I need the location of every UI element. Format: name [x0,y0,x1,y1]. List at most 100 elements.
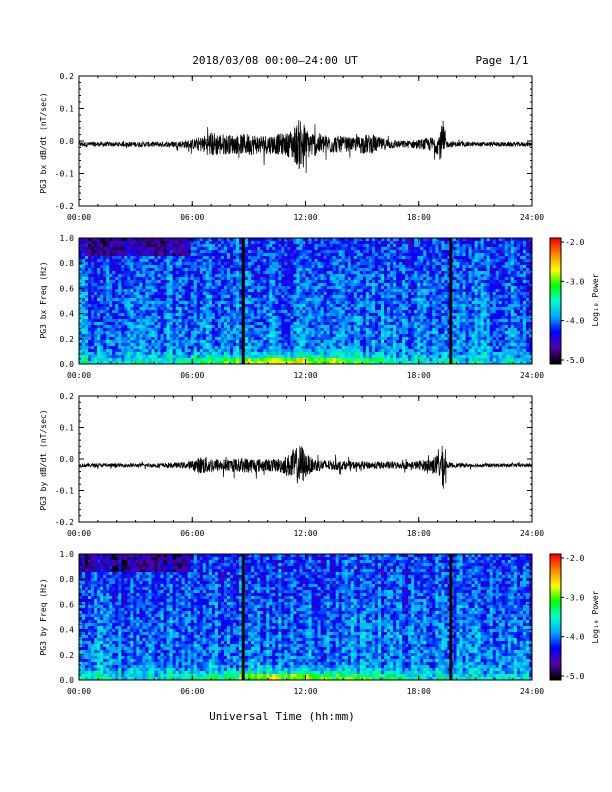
spectrogram-cell [208,310,213,314]
spectrogram-cell [160,271,164,275]
spectrogram-cell [175,280,180,284]
spectrogram-cell [308,328,312,332]
spectrogram-cell [335,325,340,329]
spectrogram-cell [368,298,373,302]
spectrogram-cell [405,358,409,362]
spectrogram-cell [293,337,297,341]
spectrogram-cell [284,316,288,320]
spectrogram-cell [414,358,418,362]
spectrogram-cell [239,283,243,287]
spectrogram-cell [266,259,270,263]
spectrogram-cell [368,346,373,350]
spectrogram-cell [290,325,294,329]
spectrogram-cell [314,244,318,248]
spectrogram-cell [377,277,382,281]
spectrogram-cell [145,343,149,347]
spectrogram-cell [91,337,95,341]
spectrogram-cell [353,238,358,242]
spectrogram-cell [411,319,415,323]
spectrogram-cell [329,295,334,299]
spectrogram-cell [417,244,421,248]
spectrogram-cell [172,361,177,365]
spectrogram-cell [311,352,315,356]
spectrogram-cell [266,331,270,335]
spectrogram-cell [190,244,195,248]
spectrogram-cell [420,340,424,344]
spectrogram-cell [226,238,231,242]
spectrogram-cell [124,307,128,311]
spectrogram-cell [151,334,155,338]
spectrogram-cell [305,328,309,332]
spectrogram-cell [341,292,346,296]
spectrogram-cell [269,280,273,284]
spectrogram-cell [148,301,152,305]
spectrogram-cell [393,286,397,290]
spectrogram-cell [356,343,361,347]
spectrogram-cell [317,361,321,365]
spectrogram-cell [260,319,264,323]
spectrogram-cell [226,349,231,353]
spectrogram-cell [190,259,195,263]
spectrogram-cell [344,295,349,299]
spectrogram-cell [299,238,303,242]
spectrogram-cell [121,280,125,284]
spectrogram-cell [311,241,315,245]
spectrogram-cell [384,250,388,254]
spectrogram-cell [284,286,288,290]
spectrogram-cell [220,253,225,257]
spectrogram-cell [202,313,207,317]
spectrogram-cell [175,346,180,350]
spectrogram-cell [426,319,430,323]
spectrogram-cell [133,253,137,257]
spectrogram-cell [308,316,312,320]
spectrogram-cell [245,313,249,317]
spectrogram-cell [172,313,177,317]
spectrogram-cell [151,322,155,326]
spectrogram-cell [223,286,228,290]
spectrogram-cell [368,301,373,305]
spectrogram-cell [368,319,373,323]
spectrogram-cell [332,334,337,338]
spectrogram-cell [148,325,152,329]
spectrogram-cell [365,325,370,329]
waveform-line [78,119,533,174]
spectrogram-cell [426,316,430,320]
spectrogram-cell [278,244,282,248]
spectrogram-cell [148,265,152,269]
spectrogram-cell [248,316,252,320]
spectrogram-cell [423,313,427,317]
spectrogram-cell [329,307,334,311]
spectrogram-cell [100,304,104,308]
spectrogram-cell [390,307,394,311]
spectrogram-cell [248,262,252,266]
spectrogram-cell [178,334,183,338]
spectrogram-cell [302,361,306,365]
spectrogram-cell [374,313,379,317]
spectrogram-cell [341,256,346,260]
spectrogram-cell [145,298,149,302]
spectrogram-cell [263,244,267,248]
spectrogram-cell [230,274,234,278]
spectrogram-cell [127,313,131,317]
spectrogram-cell [245,334,249,338]
spectrogram-cell [396,289,400,293]
spectrogram-cell [214,289,219,293]
spectrogram-cell [296,301,300,305]
spectrogram-cell [353,283,358,287]
spectrogram-cell [251,238,255,242]
spectrogram-cell [408,292,412,296]
spectrogram-cell [387,298,391,302]
spectrogram-cell [317,283,321,287]
spectrogram-cell [220,271,225,275]
spectrogram-cell [118,277,122,281]
spectrogram-cell [233,361,237,365]
spectrogram-cell [290,265,294,269]
spectrogram-cell [420,289,424,293]
spectrogram-cell [411,343,415,347]
spectrogram-cell [390,340,394,344]
spectrogram-cell [103,319,107,323]
spectrogram-cell [127,298,131,302]
spectrogram-cell [344,313,349,317]
spectrogram-cell [257,280,261,284]
spectrogram-cell [220,319,225,323]
